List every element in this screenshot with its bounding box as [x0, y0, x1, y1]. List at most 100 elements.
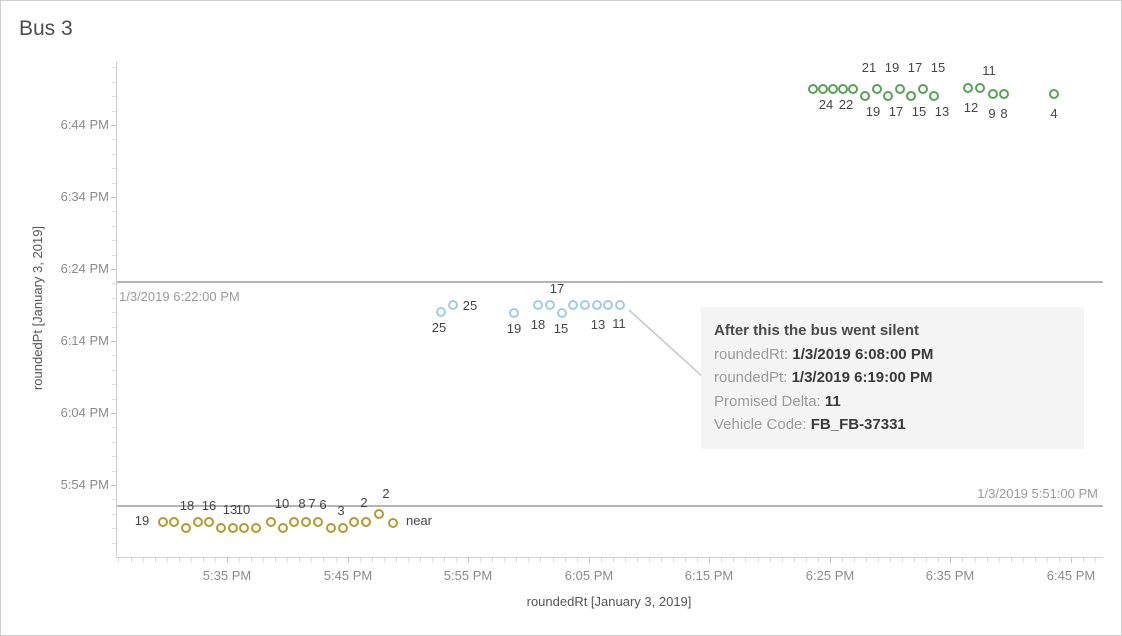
run-2-blue-mark[interactable] [545, 300, 555, 310]
mark-label: 8 [1000, 106, 1008, 121]
run-3-green-mark[interactable] [883, 91, 893, 101]
run-3-green-mark[interactable] [906, 91, 916, 101]
x-axis-major-tick [709, 558, 710, 563]
x-axis-minor-tick [962, 558, 963, 562]
run-2-blue-mark[interactable] [509, 308, 519, 318]
run-3-green-mark[interactable] [818, 84, 828, 94]
run-2-blue-mark[interactable] [568, 300, 578, 310]
run-2-blue-mark[interactable] [533, 300, 543, 310]
x-axis-minor-tick [432, 558, 433, 562]
y-axis-minor-tick [112, 528, 116, 529]
run-1-olive-mark[interactable] [239, 523, 249, 533]
run-1-olive-mark[interactable] [361, 517, 371, 527]
run-3-green-mark[interactable] [860, 91, 870, 101]
run-2-blue-mark[interactable] [436, 307, 446, 317]
mark-label: 8 [298, 496, 306, 511]
mark-label: 4 [1050, 106, 1058, 121]
y-axis-minor-tick [112, 154, 116, 155]
run-2-blue-mark[interactable] [580, 300, 590, 310]
run-1-olive-mark[interactable] [278, 523, 288, 533]
run-1-olive-mark[interactable] [289, 517, 299, 527]
x-axis-line [116, 557, 1103, 558]
run-1-olive-mark[interactable] [301, 517, 311, 527]
mark-label: 10 [235, 502, 251, 517]
x-axis-minor-tick [1059, 558, 1060, 562]
y-axis-major-tick [111, 485, 116, 486]
mark-label: 13 [590, 317, 606, 332]
tooltip-row-value: 11 [824, 392, 841, 410]
run-1-olive-mark[interactable] [266, 517, 276, 527]
run-2-blue-mark[interactable] [603, 300, 613, 310]
y-axis-tick-label: 6:14 PM [60, 333, 109, 348]
run-1-olive-mark[interactable] [251, 523, 261, 533]
x-axis-minor-tick [842, 558, 843, 562]
mark-label: 3 [337, 503, 345, 518]
run-3-green-mark[interactable] [975, 83, 985, 93]
run-3-green-mark[interactable] [918, 84, 928, 94]
mark-label: 17 [549, 281, 565, 296]
x-axis-minor-tick [444, 558, 445, 562]
run-1-olive-mark[interactable] [193, 517, 203, 527]
y-axis-major-tick [111, 341, 116, 342]
y-axis-tick-label: 6:24 PM [60, 261, 109, 276]
tooltip-row-value: FB_FB-37331 [810, 416, 906, 433]
run-1-olive-mark[interactable] [228, 523, 238, 533]
mark-label: 2 [382, 486, 390, 501]
run-3-green-mark[interactable] [988, 89, 998, 99]
run-3-green-mark[interactable] [838, 84, 848, 94]
mark-label: 19 [865, 104, 881, 119]
y-axis-minor-tick [112, 427, 116, 428]
tooltip: After this the bus went silent roundedRt… [701, 307, 1084, 449]
x-axis-minor-tick [528, 558, 529, 562]
x-axis-minor-tick [661, 558, 662, 562]
mark-label: 17 [907, 60, 923, 75]
y-axis-minor-tick [112, 111, 116, 112]
run-1-olive-mark[interactable] [338, 523, 348, 533]
x-axis-minor-tick [794, 558, 795, 562]
run-3-green-mark[interactable] [999, 89, 1009, 99]
x-axis-minor-tick [143, 558, 144, 562]
x-axis-minor-tick [323, 558, 324, 562]
run-1-olive-mark[interactable] [313, 517, 323, 527]
run-1-olive-mark[interactable] [326, 523, 336, 533]
run-1-olive-mark[interactable] [374, 509, 384, 519]
run-3-green-mark[interactable] [929, 91, 939, 101]
run-3-green-mark[interactable] [872, 84, 882, 94]
x-axis-minor-tick [167, 558, 168, 562]
run-3-green-mark[interactable] [1049, 89, 1059, 99]
y-axis-tick-label: 5:54 PM [60, 477, 109, 492]
x-axis-minor-tick [492, 558, 493, 562]
run-2-blue-mark[interactable] [592, 300, 602, 310]
y-axis-tick-label: 6:34 PM [60, 189, 109, 204]
y-axis-minor-tick [112, 168, 116, 169]
run-3-green-mark[interactable] [895, 84, 905, 94]
x-axis-minor-tick [203, 558, 204, 562]
mark-label: 16 [201, 498, 217, 513]
run-1-olive-mark[interactable] [216, 523, 226, 533]
run-3-green-mark[interactable] [963, 83, 973, 93]
x-axis-minor-tick [1095, 558, 1096, 562]
run-1-olive-mark[interactable] [388, 518, 398, 528]
x-axis-minor-tick [155, 558, 156, 562]
x-axis-minor-tick [721, 558, 722, 562]
run-1-olive-mark[interactable] [204, 517, 214, 527]
run-1-olive-mark[interactable] [349, 517, 359, 527]
run-1-olive-mark[interactable] [169, 517, 179, 527]
y-axis-minor-tick [112, 471, 116, 472]
run-2-blue-mark[interactable] [448, 300, 458, 310]
x-axis-minor-tick [890, 558, 891, 562]
run-2-blue-mark[interactable] [557, 308, 567, 318]
run-3-green-mark[interactable] [808, 84, 818, 94]
x-axis-minor-tick [336, 558, 337, 562]
run-1-olive-mark[interactable] [158, 517, 168, 527]
run-2-blue-mark[interactable] [615, 300, 625, 310]
run-1-olive-mark[interactable] [181, 523, 191, 533]
y-axis-tick-label: 6:04 PM [60, 405, 109, 420]
run-3-green-mark[interactable] [848, 84, 858, 94]
x-axis-major-tick [950, 558, 951, 563]
y-axis-tick-label: 6:44 PM [60, 117, 109, 132]
tooltip-row-value: 1/3/2019 6:19:00 PM [791, 369, 933, 386]
run-3-green-mark[interactable] [828, 84, 838, 94]
x-axis-minor-tick [311, 558, 312, 562]
reference-line-label: 1/3/2019 5:51:00 PM [977, 486, 1098, 501]
